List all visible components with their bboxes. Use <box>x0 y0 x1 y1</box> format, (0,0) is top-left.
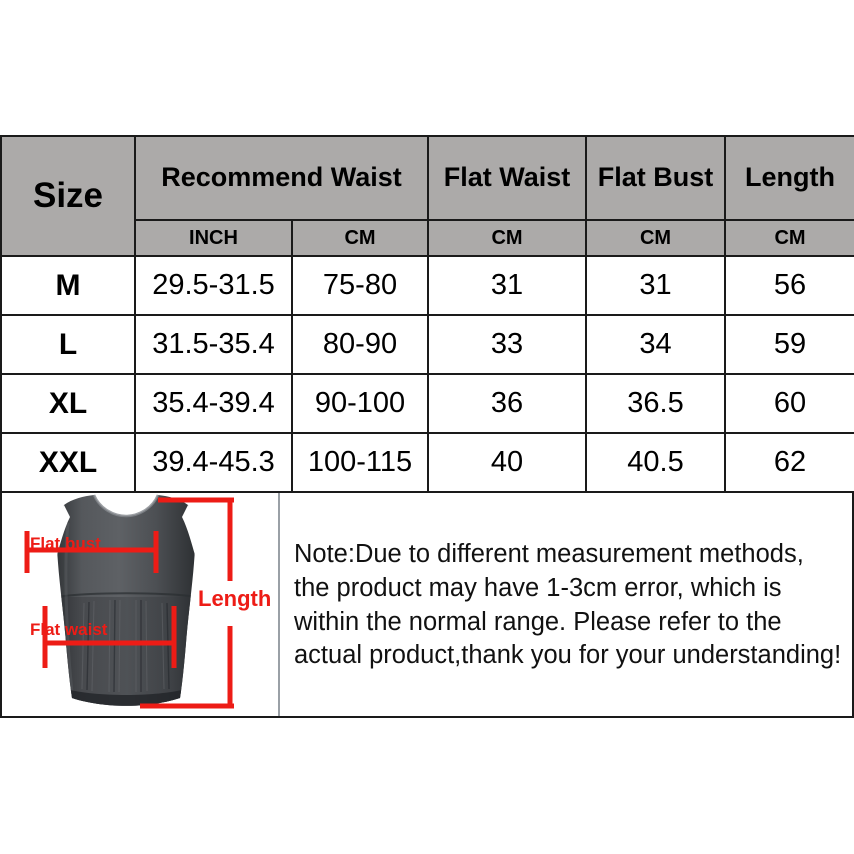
header-row-main: Size Recommend Waist Flat Waist Flat Bus… <box>0 135 854 257</box>
cell-waist-inch: 31.5-35.4 <box>134 314 293 375</box>
cell-waist-cm: 100-115 <box>291 432 429 493</box>
label-flat-bust: Flat bust <box>30 534 101 553</box>
size-table: Size Recommend Waist Flat Waist Flat Bus… <box>0 135 854 493</box>
neck-trim <box>92 494 160 518</box>
header-flat-bust: Flat Bust <box>585 135 726 221</box>
cell-size: XL <box>0 373 136 434</box>
cell-size: L <box>0 314 136 375</box>
table-row: L 31.5-35.4 80-90 33 34 59 <box>0 314 854 375</box>
cell-length: 62 <box>724 432 854 493</box>
header-row-units: INCH CM CM CM CM <box>1 219 854 257</box>
cell-flat-waist: 40 <box>427 432 587 493</box>
cell-waist-inch: 35.4-39.4 <box>134 373 293 434</box>
note-text: Note:Due to different measurement method… <box>294 540 842 670</box>
illustration-note-panel: Flat bust Flat waist Length Note:Due to … <box>0 493 854 718</box>
cell-waist-cm: 90-100 <box>291 373 429 434</box>
unit-cm-flat-waist: CM <box>427 219 587 257</box>
table-header: Size Recommend Waist Flat Waist Flat Bus… <box>0 135 854 257</box>
cell-flat-bust: 40.5 <box>585 432 726 493</box>
cell-flat-bust: 34 <box>585 314 726 375</box>
cell-flat-waist: 36 <box>427 373 587 434</box>
header-recommend-waist: Recommend Waist <box>134 135 429 221</box>
cell-length: 59 <box>724 314 854 375</box>
note-section: Note:Due to different measurement method… <box>280 493 852 716</box>
armhole-right <box>182 505 196 555</box>
cell-flat-bust: 36.5 <box>585 373 726 434</box>
label-flat-waist: Flat waist <box>30 620 108 639</box>
cell-waist-inch: 39.4-45.3 <box>134 432 293 493</box>
header-flat-waist: Flat Waist <box>427 135 587 221</box>
cell-length: 56 <box>724 255 854 316</box>
cell-flat-waist: 31 <box>427 255 587 316</box>
cell-waist-inch: 29.5-31.5 <box>134 255 293 316</box>
unit-cm-flat-bust: CM <box>585 219 726 257</box>
cell-size: M <box>0 255 136 316</box>
label-length: Length <box>198 586 272 611</box>
cell-flat-bust: 31 <box>585 255 726 316</box>
measurement-annotations <box>24 497 234 709</box>
cell-flat-waist: 33 <box>427 314 587 375</box>
cell-length: 60 <box>724 373 854 434</box>
size-chart: Size Recommend Waist Flat Waist Flat Bus… <box>0 135 854 718</box>
neckline <box>94 493 158 516</box>
cell-waist-cm: 80-90 <box>291 314 429 375</box>
table-row: M 29.5-31.5 75-80 31 31 56 <box>0 255 854 316</box>
cell-waist-cm: 75-80 <box>291 255 429 316</box>
header-size: Size <box>0 135 136 257</box>
armhole-left <box>56 505 70 555</box>
unit-cm-length: CM <box>724 219 854 257</box>
unit-cm-recommend: CM <box>291 219 429 257</box>
header-length: Length <box>724 135 854 221</box>
unit-inch: INCH <box>134 219 293 257</box>
table-row: XXL 39.4-45.3 100-115 40 40.5 62 <box>0 432 854 493</box>
cell-size: XXL <box>0 432 136 493</box>
table-row: XL 35.4-39.4 90-100 36 36.5 60 <box>0 373 854 434</box>
garment-illustration: Flat bust Flat waist Length <box>2 493 280 716</box>
table-body: M 29.5-31.5 75-80 31 31 56 L 31.5-35.4 8… <box>0 255 854 493</box>
